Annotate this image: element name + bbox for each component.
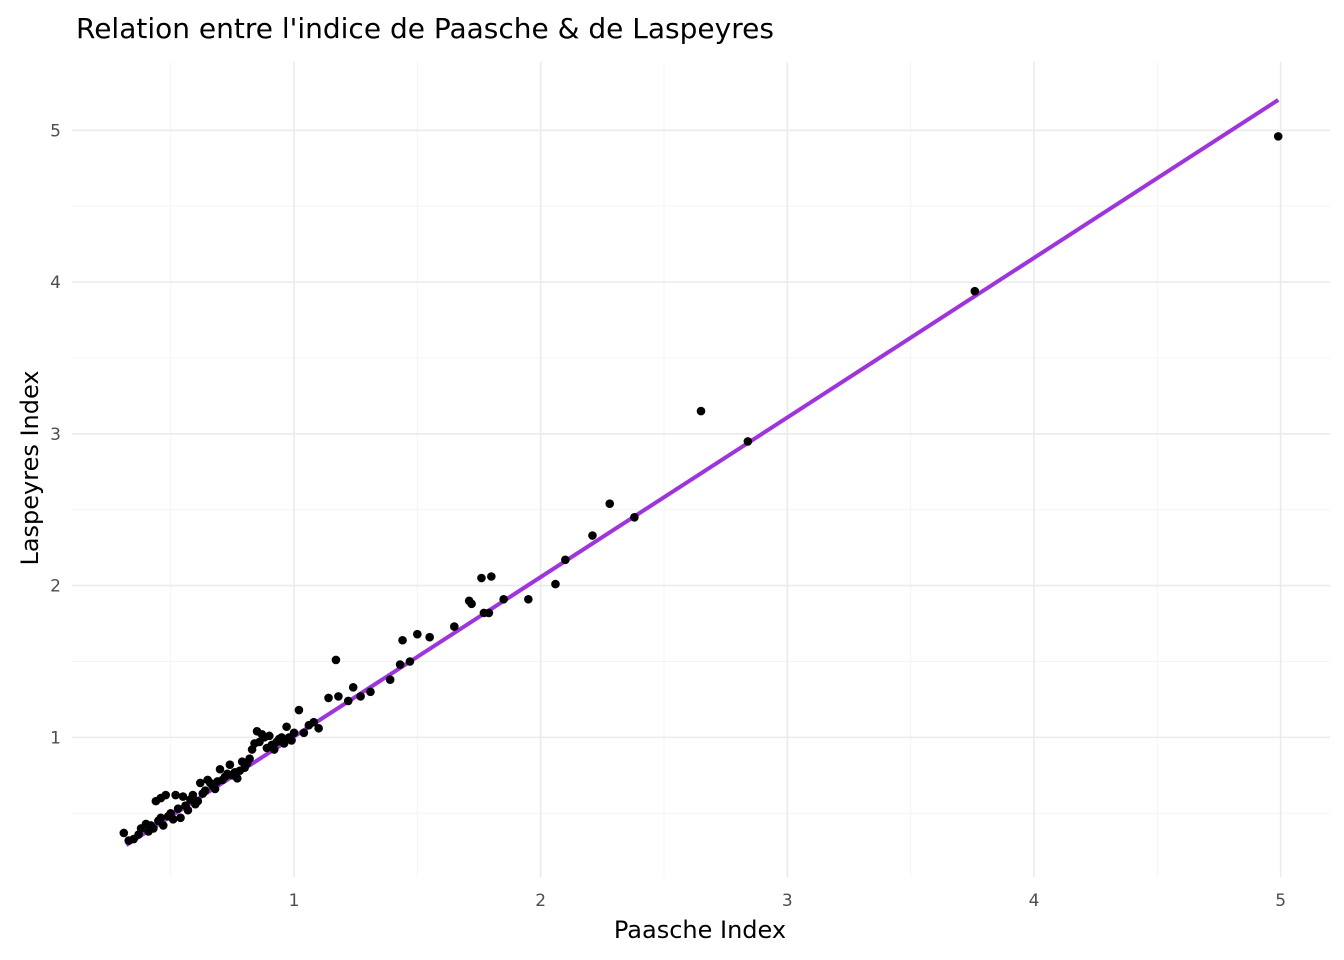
data-point bbox=[279, 739, 289, 748]
data-point bbox=[282, 722, 291, 732]
data-point bbox=[561, 555, 570, 565]
data-point bbox=[176, 813, 185, 823]
data-point bbox=[195, 778, 205, 788]
data-point bbox=[156, 813, 166, 823]
data-point bbox=[395, 660, 405, 669]
x-axis-title: Paasche Index bbox=[614, 916, 786, 944]
data-point bbox=[743, 437, 753, 446]
data-point bbox=[551, 579, 560, 589]
data-point bbox=[334, 692, 343, 701]
data-point bbox=[269, 745, 279, 754]
data-point bbox=[289, 728, 299, 738]
data-point bbox=[324, 693, 333, 703]
data-point bbox=[405, 657, 415, 666]
y-tick-label: 5 bbox=[50, 121, 61, 141]
x-tick-labels: 1 2 3 4 5 bbox=[289, 891, 1286, 911]
data-point bbox=[467, 599, 476, 609]
y-axis-title: Laspeyres Index bbox=[16, 370, 44, 565]
data-point bbox=[188, 790, 198, 800]
y-tick-labels: 1 2 3 4 5 bbox=[50, 121, 61, 748]
data-point bbox=[696, 406, 706, 416]
data-point bbox=[484, 608, 494, 618]
data-point bbox=[299, 728, 309, 738]
data-point bbox=[245, 754, 254, 763]
data-point bbox=[168, 815, 178, 824]
y-tick-label: 4 bbox=[50, 273, 61, 293]
data-point bbox=[524, 594, 533, 604]
data-point bbox=[149, 824, 158, 833]
data-point bbox=[385, 675, 395, 685]
data-point bbox=[605, 499, 615, 508]
data-point bbox=[413, 629, 422, 639]
x-tick-label: 2 bbox=[535, 891, 546, 911]
x-tick-label: 4 bbox=[1029, 891, 1040, 911]
data-point bbox=[398, 635, 407, 645]
regression-line bbox=[125, 98, 1280, 847]
data-point bbox=[173, 804, 183, 814]
data-point bbox=[970, 286, 980, 296]
data-point bbox=[210, 784, 220, 794]
data-point bbox=[215, 764, 225, 774]
x-tick-label: 3 bbox=[782, 891, 793, 911]
data-point bbox=[348, 682, 358, 692]
data-point bbox=[630, 513, 639, 522]
data-point bbox=[171, 790, 180, 800]
data-point bbox=[178, 792, 188, 801]
data-point bbox=[161, 790, 171, 800]
data-point bbox=[119, 828, 129, 838]
x-tick-label: 1 bbox=[289, 891, 300, 911]
x-tick-label: 5 bbox=[1275, 891, 1286, 911]
data-point bbox=[487, 572, 496, 581]
data-point bbox=[287, 736, 296, 745]
data-points bbox=[119, 132, 1283, 845]
data-point bbox=[232, 774, 242, 783]
minor-gridlines bbox=[72, 62, 1330, 877]
chart-title: Relation entre l'indice de Paasche & de … bbox=[76, 12, 774, 45]
data-point bbox=[265, 731, 274, 741]
data-point bbox=[366, 687, 375, 697]
data-point bbox=[200, 786, 210, 795]
major-gridlines bbox=[72, 62, 1330, 877]
data-point bbox=[193, 796, 203, 806]
y-tick-label: 3 bbox=[50, 425, 61, 445]
data-point bbox=[356, 692, 365, 701]
data-point bbox=[331, 655, 341, 665]
data-point bbox=[294, 705, 304, 715]
data-point bbox=[588, 531, 597, 540]
data-point bbox=[499, 594, 508, 604]
data-point bbox=[183, 805, 193, 815]
data-point bbox=[225, 760, 235, 769]
data-point bbox=[158, 821, 168, 830]
y-tick-label: 2 bbox=[50, 577, 61, 597]
data-point bbox=[450, 622, 459, 631]
regression-line-group bbox=[125, 98, 1280, 847]
y-tick-label: 1 bbox=[50, 728, 61, 748]
data-point bbox=[1273, 132, 1283, 141]
data-point bbox=[343, 696, 353, 706]
data-point bbox=[314, 723, 323, 733]
data-point bbox=[425, 632, 434, 642]
data-point bbox=[309, 717, 319, 727]
data-point bbox=[477, 573, 486, 583]
